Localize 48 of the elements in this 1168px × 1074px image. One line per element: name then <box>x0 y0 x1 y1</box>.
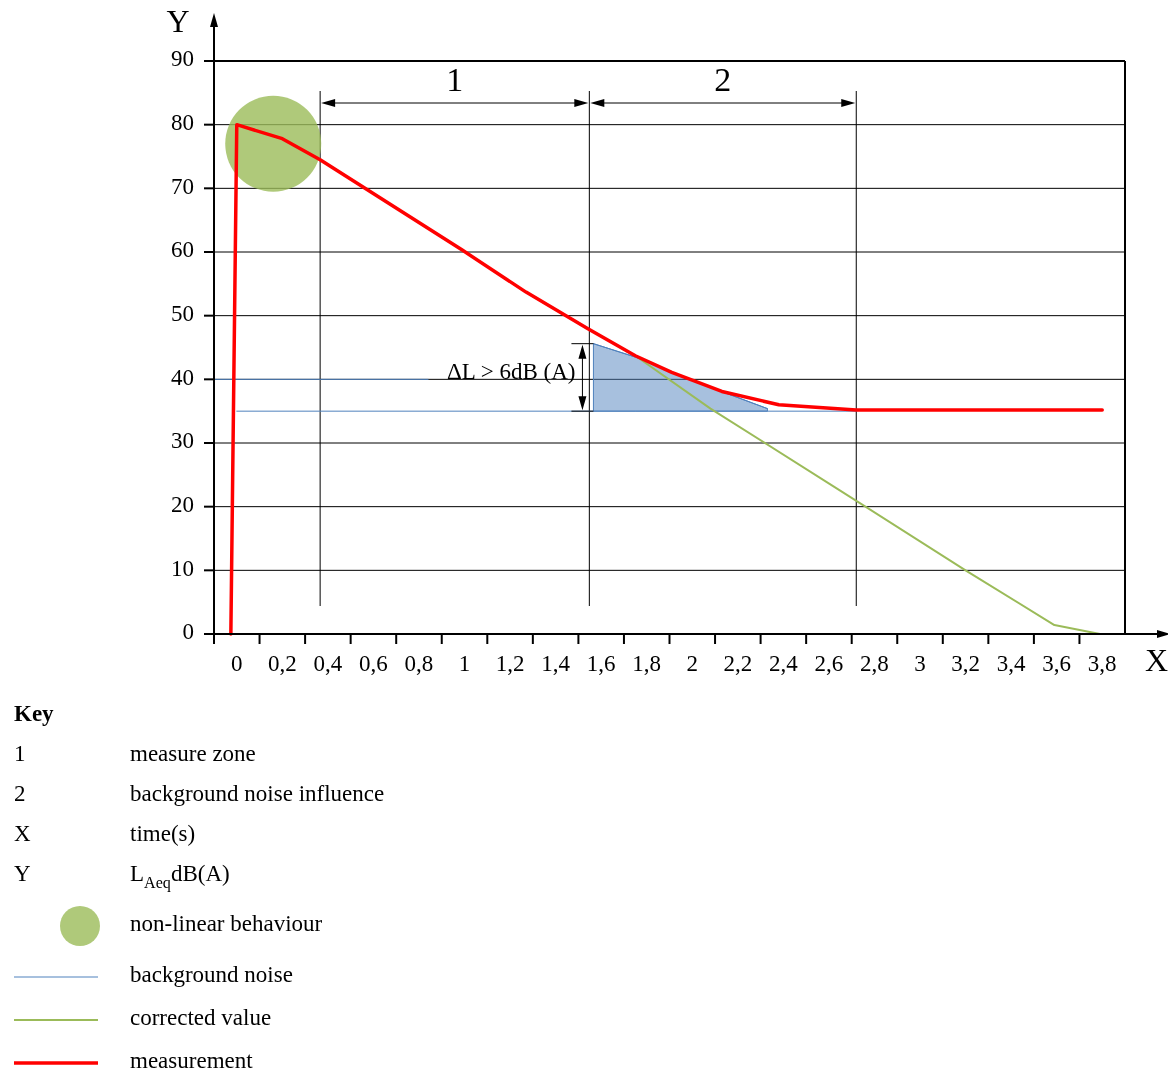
x-tick-label: 2,6 <box>814 651 844 677</box>
x-tick-label: 3,6 <box>1042 651 1072 677</box>
y-tick-label: 20 <box>171 491 194 517</box>
y-tick-label: 50 <box>171 300 194 326</box>
x-tick-label: 0,4 <box>313 651 343 677</box>
x-tick-label: 2,8 <box>860 651 889 677</box>
text: time(s) <box>130 821 196 847</box>
x-tick-label: 1 <box>458 651 471 677</box>
y-axis-title: Y <box>166 3 190 40</box>
y-tick-label: 10 <box>171 555 194 581</box>
text: 1 <box>14 741 26 767</box>
annotation: 1 <box>446 60 464 98</box>
y-tick-label: 30 <box>171 428 194 454</box>
x-tick-label: 1,8 <box>632 651 662 677</box>
y-tick-label: 0 <box>182 619 194 645</box>
legend-label: background noise <box>130 962 293 988</box>
legend-title: Key <box>14 701 55 727</box>
x-tick-label: 0,2 <box>267 651 297 677</box>
y-tick-label: 60 <box>171 237 194 263</box>
y-tick-label: 70 <box>171 173 194 199</box>
x-tick-label: 2,2 <box>723 651 753 677</box>
text: Y <box>14 861 31 887</box>
x-tick-label: 2,4 <box>769 651 799 677</box>
x-tick-label: 1,4 <box>541 651 571 677</box>
x-tick-label: 3,2 <box>951 651 980 677</box>
x-tick-label: 0,8 <box>404 651 434 677</box>
legend-label: non-linear behaviour <box>130 911 323 937</box>
text: background noise influence <box>130 781 385 807</box>
annotation: ΔL > 6dB (A) <box>446 358 576 384</box>
x-tick-label: 2 <box>686 651 699 677</box>
y-tick-label: 80 <box>171 109 194 135</box>
legend-label: corrected value <box>130 1005 272 1031</box>
x-tick-label: 1,6 <box>586 651 616 677</box>
text: 2 <box>14 781 26 807</box>
x-axis-title: X <box>1145 642 1168 679</box>
x-tick-label: 1,2 <box>495 651 525 677</box>
x-tick-label: 0,6 <box>359 651 388 677</box>
text: X <box>14 821 31 847</box>
x-tick-label: 3,8 <box>1087 651 1117 677</box>
legend-label: measurement <box>130 1048 254 1074</box>
y-tick-label: 40 <box>171 364 194 390</box>
y-tick-label: 90 <box>171 46 194 72</box>
x-tick-label: 0 <box>231 651 243 677</box>
annotation: 2 <box>714 60 732 98</box>
text: measure zone <box>130 741 256 767</box>
x-tick-label: 3 <box>914 651 926 677</box>
text: L$_{Aeq}$dB(A) <box>130 861 230 893</box>
x-tick-label: 3,4 <box>996 651 1026 677</box>
